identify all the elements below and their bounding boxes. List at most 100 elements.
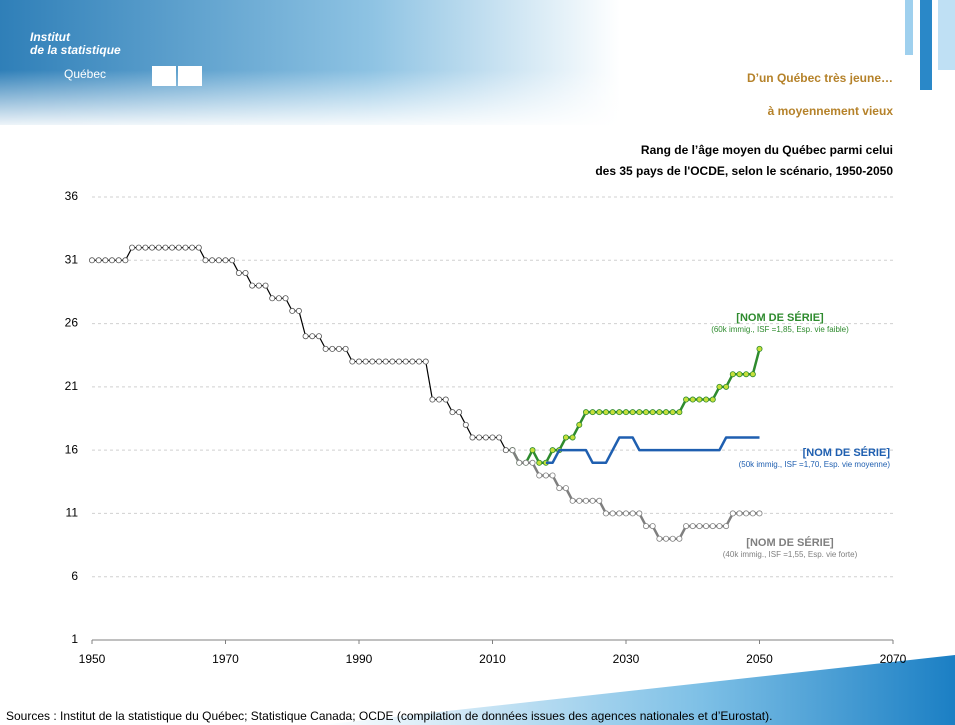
point xyxy=(709,523,716,530)
point xyxy=(529,459,536,466)
header-fade xyxy=(0,70,620,130)
point xyxy=(169,244,176,251)
point xyxy=(175,244,182,251)
point xyxy=(589,409,596,416)
point xyxy=(723,523,730,530)
point xyxy=(182,244,189,251)
series-line xyxy=(92,247,513,451)
point xyxy=(442,396,449,403)
point xyxy=(596,497,603,504)
deco-bar xyxy=(938,0,955,70)
point xyxy=(549,447,556,454)
point xyxy=(536,459,543,466)
point xyxy=(289,307,296,314)
logo-text: Institut xyxy=(30,30,71,44)
point xyxy=(756,510,763,517)
logo-flag xyxy=(178,66,202,86)
series-label: [NOM DE SÉRIE] (60k immig., ISF =1,85, Es… xyxy=(680,311,880,335)
point xyxy=(643,409,650,416)
legend-name: [NOM DE SÉRIE] xyxy=(746,537,834,549)
point xyxy=(683,523,690,530)
point xyxy=(89,257,96,264)
legend-description: (60k immig., ISF =1,85, Esp. vie faible) xyxy=(711,325,849,334)
point xyxy=(509,447,516,454)
point xyxy=(489,434,496,441)
y-tick-label: 11 xyxy=(66,506,79,520)
point xyxy=(649,409,656,416)
point xyxy=(669,409,676,416)
y-tick-label: 36 xyxy=(65,189,79,203)
point xyxy=(663,409,670,416)
point xyxy=(102,257,109,264)
point xyxy=(129,244,136,251)
point xyxy=(696,396,703,403)
point xyxy=(262,282,269,289)
point xyxy=(235,269,242,276)
point xyxy=(716,383,723,390)
point xyxy=(95,257,102,264)
point xyxy=(109,257,116,264)
point xyxy=(402,358,409,365)
point xyxy=(522,459,529,466)
x-tick-label: 2030 xyxy=(613,652,640,666)
point xyxy=(335,345,342,352)
point xyxy=(749,371,756,378)
point xyxy=(482,434,489,441)
point xyxy=(663,535,670,542)
point xyxy=(602,409,609,416)
point xyxy=(309,333,316,340)
point xyxy=(596,409,603,416)
y-tick-label: 21 xyxy=(65,379,79,393)
point xyxy=(649,523,656,530)
point xyxy=(516,459,523,466)
point xyxy=(529,447,536,454)
chart-subtitle: Rang de l’âge moyen du Québec parmi celu… xyxy=(641,143,893,157)
point xyxy=(683,396,690,403)
x-tick-label: 2010 xyxy=(479,652,506,666)
point xyxy=(536,472,543,479)
point xyxy=(549,472,556,479)
x-tick-label: 1970 xyxy=(212,652,239,666)
point xyxy=(429,396,436,403)
point xyxy=(416,358,423,365)
point xyxy=(215,257,222,264)
point xyxy=(135,244,142,251)
chart-title: D’un Québec très jeune… xyxy=(747,71,893,85)
point xyxy=(656,409,663,416)
point xyxy=(656,535,663,542)
point xyxy=(616,510,623,517)
x-tick-label: 2050 xyxy=(746,652,773,666)
point xyxy=(462,421,469,428)
point xyxy=(696,523,703,530)
point xyxy=(396,358,403,365)
point xyxy=(409,358,416,365)
point xyxy=(709,396,716,403)
point xyxy=(756,345,763,352)
point xyxy=(736,510,743,517)
point xyxy=(242,269,249,276)
point xyxy=(689,523,696,530)
chart-subtitle: des 35 pays de l'OCDE, selon le scénario… xyxy=(595,164,893,178)
point xyxy=(729,510,736,517)
point xyxy=(195,244,202,251)
x-tick-label: 1990 xyxy=(346,652,373,666)
point xyxy=(676,535,683,542)
point xyxy=(162,244,169,251)
point xyxy=(729,371,736,378)
point xyxy=(643,523,650,530)
point xyxy=(155,244,162,251)
point xyxy=(389,358,396,365)
point xyxy=(716,523,723,530)
point xyxy=(636,510,643,517)
point xyxy=(255,282,262,289)
point xyxy=(436,396,443,403)
point xyxy=(703,523,710,530)
point xyxy=(743,510,750,517)
point xyxy=(609,510,616,517)
point xyxy=(582,497,589,504)
y-tick-label: 6 xyxy=(71,569,78,583)
point xyxy=(589,497,596,504)
point xyxy=(342,345,349,352)
legend-name: [NOM DE SÉRIE] xyxy=(802,447,890,459)
